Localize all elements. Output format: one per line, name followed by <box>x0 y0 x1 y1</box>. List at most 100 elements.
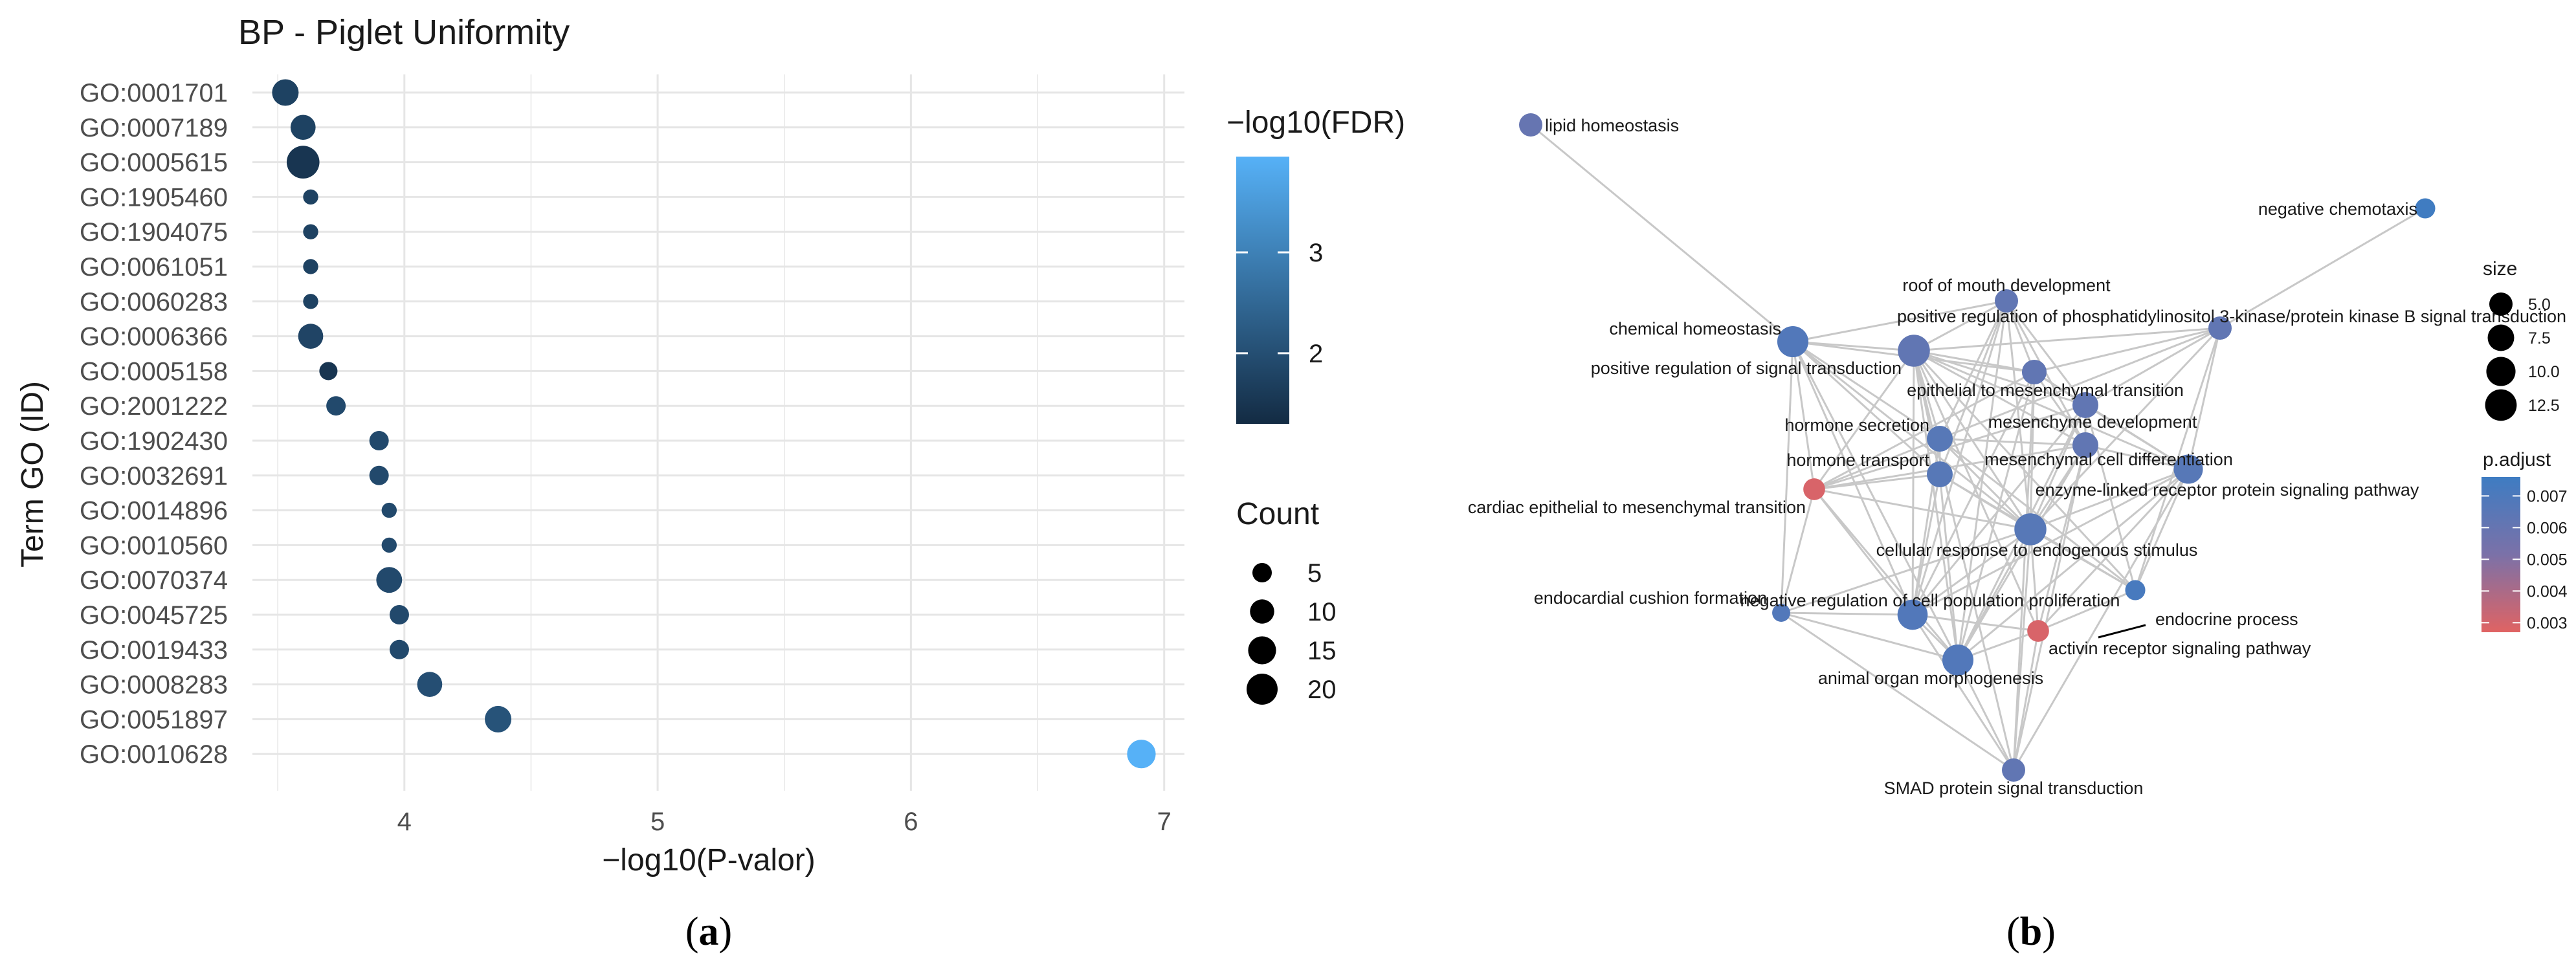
y-tick-label: GO:0061051 <box>80 253 228 281</box>
network-edge <box>1912 528 2031 616</box>
size-legend-keys: 5.0 7.5 10.0 12.5 <box>2485 292 2560 421</box>
y-tick-label: GO:0014896 <box>80 497 228 525</box>
size-legend-label: 12.5 <box>2528 397 2560 415</box>
data-point <box>417 672 443 697</box>
network-edge <box>1813 489 1914 615</box>
network-node <box>2173 454 2203 484</box>
x-tick-labels: 4 5 6 7 <box>397 808 1171 836</box>
network-node <box>2021 359 2047 385</box>
network-edge <box>1913 349 2086 406</box>
size-legend-title: size <box>2483 258 2517 280</box>
network-node-label: hormone transport <box>1786 450 1929 470</box>
fdr-legend: −log10(FDR) 23 <box>1227 105 1405 424</box>
y-tick-label: GO:0001701 <box>80 79 228 107</box>
network-edge <box>1530 124 1793 343</box>
data-point <box>381 537 397 553</box>
network-edge <box>2005 300 2032 530</box>
network-node <box>1803 478 1825 500</box>
fdr-legend-ticks: 23 <box>1236 239 1323 368</box>
network-edge <box>1813 489 1959 661</box>
network-edge <box>1792 340 1940 440</box>
panel-b-caption: (b) <box>2006 910 2056 954</box>
network-node <box>1777 325 1809 358</box>
network-node-label: roof of mouth development <box>1902 276 2111 295</box>
network-node-label: hormone secretion <box>1784 415 1929 435</box>
network-edge <box>1792 340 1941 476</box>
network-edge <box>1781 612 1959 661</box>
fdr-colorbar <box>1236 157 1289 424</box>
network-edge <box>1781 612 1913 616</box>
network-node-label: endocardial cushion formation <box>1534 588 1767 608</box>
network-edge <box>1814 488 2031 531</box>
network-node <box>2002 758 2025 782</box>
network-edge <box>2012 630 2039 771</box>
network-node-label: cardiac epithelial to mesenchymal transi… <box>1468 498 1806 517</box>
y-tick-label: GO:0032691 <box>80 462 228 491</box>
count-legend-dot <box>1250 599 1274 624</box>
network-edge <box>2005 300 2087 406</box>
data-point <box>389 605 409 624</box>
network-edge <box>2005 300 2036 373</box>
network-edge <box>2012 445 2087 771</box>
network-node <box>1519 113 1542 137</box>
data-point <box>1127 740 1156 769</box>
network-node <box>2014 513 2047 546</box>
network-edge <box>1939 437 2086 446</box>
network-edge <box>1814 371 2035 491</box>
network-edge <box>2030 468 2189 531</box>
data-point <box>303 224 318 239</box>
network-edge <box>1913 350 1959 661</box>
x-tick-label: 5 <box>650 808 665 836</box>
network-edge <box>1938 300 2008 475</box>
network-edge <box>1957 529 2032 661</box>
network-node-label: animal organ morphogenesis <box>1818 668 2043 688</box>
endocrine-label-leader <box>2098 624 2146 639</box>
data-point <box>303 189 318 205</box>
network-edge <box>1939 327 2221 440</box>
network-edge <box>1813 350 1915 490</box>
network-edge <box>2029 529 2039 632</box>
size-legend: size 5.0 7.5 10.0 12.5 <box>2483 258 2560 421</box>
x-axis-label: −log10(P-valor) <box>602 843 815 877</box>
y-tick-label: GO:2001222 <box>80 392 228 421</box>
x-tick-label: 6 <box>904 808 918 836</box>
network-node-label: cellular response to endogenous stimulus <box>1876 540 2198 560</box>
y-tick-label: GO:0060283 <box>80 288 228 316</box>
network-edge <box>1913 349 2035 373</box>
network-edge <box>2012 371 2036 771</box>
count-legend-dot <box>1248 636 1276 665</box>
y-tick-labels: GO:0001701 GO:0007189 GO:0005615 GO:1905460… <box>80 79 228 769</box>
data-point <box>369 465 389 485</box>
network-node <box>1995 289 2018 313</box>
network-node <box>2027 620 2049 642</box>
y-tick-label: GO:1902430 <box>80 427 228 456</box>
count-legend-title: Count <box>1236 497 1319 531</box>
network-edge <box>1938 474 1959 661</box>
padj-tick-label: 0.006 <box>2527 519 2568 537</box>
y-tick-label: GO:0019433 <box>80 636 228 665</box>
network-edge <box>2029 404 2087 530</box>
network-node-label: enzyme-linked receptor protein signaling… <box>2036 480 2419 500</box>
network-node <box>2072 432 2099 459</box>
network-node <box>1926 425 1953 452</box>
network-labels: lipid homeostasis negative chemotaxis roof… <box>1468 116 2566 798</box>
count-legend-dot <box>1247 674 1278 705</box>
panel-a-dot-plot: BP - Piglet Uniformity GO:0001701 GO:0007… <box>16 13 1405 954</box>
y-tick-label: GO:0045725 <box>80 601 228 630</box>
network-node <box>1926 461 1953 488</box>
data-point <box>376 567 403 593</box>
y-tick-label: GO:0010560 <box>80 531 228 560</box>
network-node-label: endocrine process <box>2155 610 2298 629</box>
fdr-tick-label: 2 <box>1309 340 1323 368</box>
count-legend-label: 10 <box>1307 598 1337 626</box>
network-edge <box>1957 659 2015 771</box>
x-tick-label: 4 <box>397 808 412 836</box>
network-node-label: lipid homeostasis <box>1545 116 1679 135</box>
network-edge <box>1913 349 2137 591</box>
network-node <box>2125 580 2146 601</box>
chart-title: BP - Piglet Uniformity <box>238 13 570 52</box>
y-tick-label: GO:0005158 <box>80 357 228 386</box>
network-node <box>1898 335 1930 367</box>
size-legend-dot <box>2487 324 2515 351</box>
